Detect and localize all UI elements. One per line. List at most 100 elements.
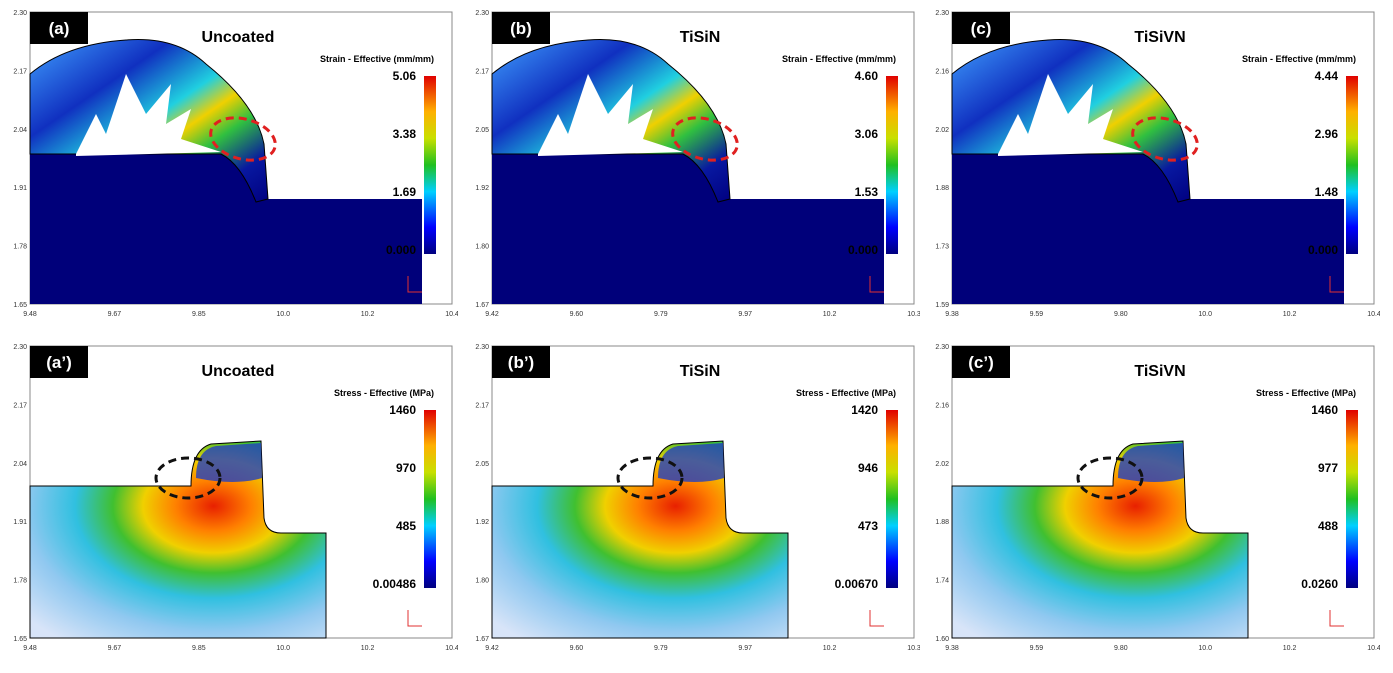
y-tick-label: 2.30: [935, 10, 949, 17]
axis-icon: [407, 276, 422, 293]
label-box: [952, 12, 1010, 44]
colorbar: [424, 410, 436, 588]
y-tick-label: 1.78: [13, 578, 27, 585]
y-tick-label: 1.59: [935, 302, 949, 309]
workpiece: [30, 154, 422, 304]
highlight-ellipse: [1076, 456, 1144, 500]
axis-icon: [407, 610, 422, 627]
x-tick-label: 10.2: [823, 311, 837, 318]
colorbar: [886, 76, 898, 254]
colorbar: [424, 76, 436, 254]
legend-value: 2.96: [1315, 127, 1339, 141]
y-tick-label: 2.04: [13, 127, 27, 134]
x-tick-label: 10.2: [361, 311, 375, 318]
panel-title: TiSiVN: [1134, 29, 1185, 46]
y-tick-label: 1.80: [475, 578, 489, 585]
x-tick-label: 10.3: [907, 645, 920, 652]
x-tick-label: 10.3: [907, 311, 920, 318]
y-tick-label: 2.17: [475, 68, 489, 75]
legend-value: 3.38: [393, 127, 417, 141]
x-tick-label: 9.59: [1030, 645, 1044, 652]
simulation-panel: (c’) TiSiVN Stress - Effective (MPa) 1460 97…: [935, 344, 1380, 652]
y-tick-label: 2.02: [935, 461, 949, 468]
label-box: [30, 346, 88, 378]
x-tick-label: 9.67: [108, 311, 122, 318]
legend-value: 0.000: [848, 243, 878, 257]
legend-value: 0.00670: [835, 577, 879, 591]
panel-label: (a’): [46, 353, 72, 372]
panel-label: (b): [510, 19, 532, 38]
legend-title: Strain - Effective (mm/mm): [782, 54, 896, 64]
legend-value: 970: [396, 461, 416, 475]
y-tick-label: 1.80: [475, 244, 489, 251]
x-tick-label: 10.0: [1198, 645, 1212, 652]
x-tick-label: 10.4: [1367, 645, 1380, 652]
panel-title: TiSiN: [680, 363, 721, 380]
x-tick-label: 9.80: [1114, 311, 1128, 318]
chip-tip: [658, 443, 724, 482]
panel-label: (c’): [968, 353, 994, 372]
chip-cavity: [538, 74, 683, 156]
legend-value: 977: [1318, 461, 1338, 475]
x-tick-label: 10.0: [276, 645, 290, 652]
x-tick-label: 9.80: [1114, 645, 1128, 652]
x-tick-label: 10.0: [276, 311, 290, 318]
legend-value: 1.53: [855, 185, 879, 199]
label-box: [492, 346, 550, 378]
x-tick-label: 9.79: [654, 645, 668, 652]
x-tick-label: 10.4: [445, 311, 458, 318]
x-tick-label: 9.97: [738, 645, 752, 652]
highlight-ellipse: [154, 456, 222, 500]
y-tick-label: 1.67: [475, 302, 489, 309]
y-tick-label: 2.30: [935, 344, 949, 351]
legend-value: 1460: [389, 403, 416, 417]
label-box: [30, 12, 88, 44]
x-tick-label: 10.2: [823, 645, 837, 652]
y-tick-label: 2.05: [475, 461, 489, 468]
x-tick-label: 9.60: [570, 311, 584, 318]
x-tick-label: 9.67: [108, 645, 122, 652]
x-tick-label: 9.85: [192, 311, 206, 318]
legend-value: 4.60: [855, 69, 879, 83]
y-tick-label: 1.88: [935, 519, 949, 526]
highlight-ellipse: [616, 456, 684, 500]
panel-title: Uncoated: [202, 363, 275, 380]
legend-title: Stress - Effective (MPa): [796, 388, 896, 398]
y-tick-label: 1.91: [13, 519, 27, 526]
y-tick-label: 2.02: [935, 127, 949, 134]
label-box: [492, 12, 550, 44]
y-tick-label: 1.67: [475, 636, 489, 643]
y-tick-label: 2.16: [935, 402, 949, 409]
y-tick-label: 2.30: [13, 344, 27, 351]
legend-value: 946: [858, 461, 878, 475]
y-tick-label: 1.88: [935, 185, 949, 192]
axis-icon: [1329, 610, 1344, 627]
simulation-panel: (a’) Uncoated Stress - Effective (MPa) 1460…: [13, 344, 458, 652]
legend-value: 485: [396, 519, 416, 533]
workpiece: [952, 154, 1344, 304]
panel-title: TiSiN: [680, 29, 721, 46]
panel-title: Uncoated: [202, 29, 275, 46]
panel-label: (a): [49, 19, 70, 38]
colorbar: [1346, 410, 1358, 588]
legend-value: 488: [1318, 519, 1338, 533]
x-tick-label: 9.38: [945, 311, 959, 318]
y-tick-label: 1.92: [475, 185, 489, 192]
legend-value: 0.000: [1308, 243, 1338, 257]
x-tick-label: 10.2: [1283, 311, 1297, 318]
chip-tip: [196, 443, 262, 482]
legend-value: 0.00486: [373, 577, 417, 591]
legend-value: 1.69: [393, 185, 417, 199]
y-tick-label: 2.16: [935, 68, 949, 75]
legend-value: 4.44: [1315, 69, 1339, 83]
simulation-panel: (a) Uncoated Strain - Effective (mm/mm) 5.0…: [13, 10, 458, 318]
x-tick-label: 9.42: [485, 645, 499, 652]
x-tick-label: 9.79: [654, 311, 668, 318]
y-tick-label: 1.73: [935, 244, 949, 251]
y-tick-label: 2.30: [475, 10, 489, 17]
legend-title: Strain - Effective (mm/mm): [1242, 54, 1356, 64]
x-tick-label: 9.59: [1030, 311, 1044, 318]
chip-tip: [1118, 443, 1184, 482]
chip-cavity: [76, 74, 221, 156]
